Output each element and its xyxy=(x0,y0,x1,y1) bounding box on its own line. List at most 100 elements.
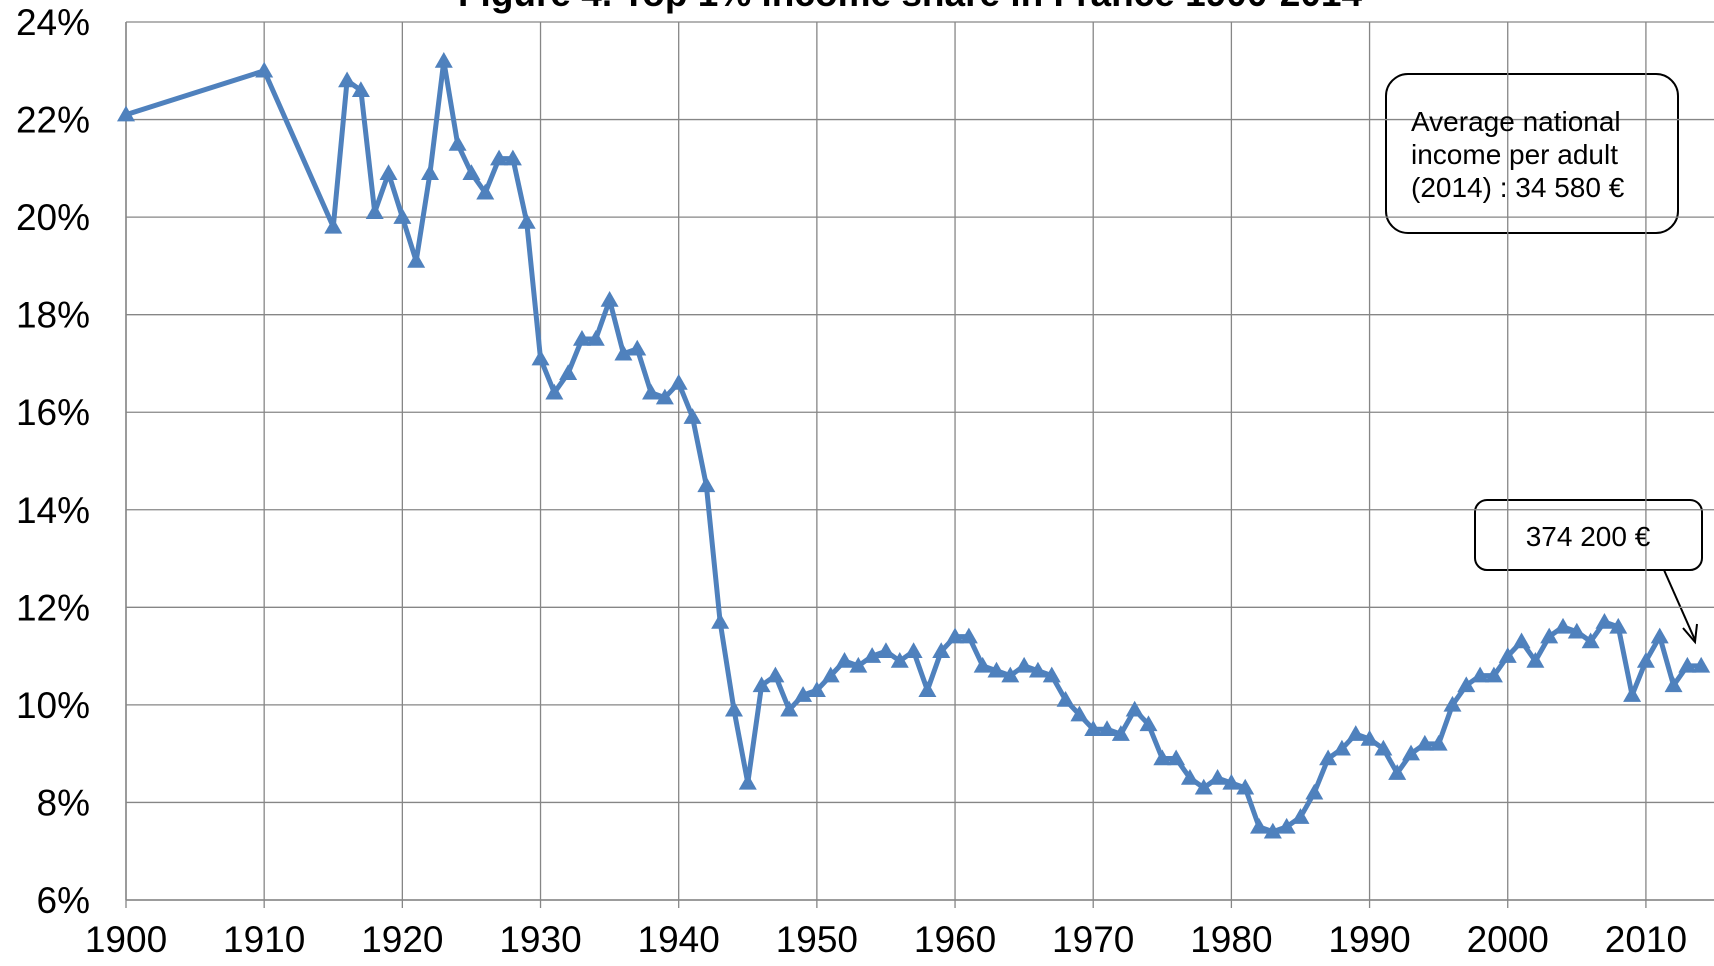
x-tick-label: 2010 xyxy=(1605,919,1687,960)
data-point xyxy=(1015,656,1034,673)
data-point xyxy=(1567,622,1586,639)
data-point xyxy=(1208,769,1227,785)
data-point xyxy=(849,656,868,673)
data-point xyxy=(821,666,840,683)
data-point xyxy=(1457,676,1476,693)
data-point xyxy=(1360,730,1379,746)
y-tick-label: 8% xyxy=(37,782,90,823)
data-point xyxy=(1595,612,1614,629)
data-point xyxy=(1443,695,1462,712)
data-point xyxy=(1084,720,1103,737)
data-point xyxy=(448,134,467,151)
data-point xyxy=(1291,808,1310,824)
data-point xyxy=(517,212,536,229)
data-point xyxy=(973,656,992,673)
data-point xyxy=(600,291,619,307)
data-point xyxy=(1374,739,1393,756)
data-point xyxy=(1001,666,1020,683)
data-point xyxy=(1125,700,1144,717)
data-point xyxy=(863,647,882,663)
data-point xyxy=(1388,764,1407,780)
data-point xyxy=(1139,715,1158,732)
data-point xyxy=(476,183,495,200)
data-point xyxy=(890,651,909,668)
x-tick-label: 1910 xyxy=(223,919,305,960)
data-point xyxy=(738,773,757,790)
data-point xyxy=(711,612,730,629)
data-point xyxy=(932,642,951,658)
data-point xyxy=(1042,666,1061,683)
y-tick-label: 14% xyxy=(16,490,90,531)
data-point xyxy=(794,686,813,702)
data-point xyxy=(1609,617,1628,634)
data-point xyxy=(1429,734,1448,751)
data-point xyxy=(1180,769,1199,785)
data-point xyxy=(1263,822,1282,839)
data-point xyxy=(1415,734,1434,751)
data-point xyxy=(255,61,274,78)
data-point xyxy=(117,105,135,122)
data-point xyxy=(1070,705,1089,722)
data-point xyxy=(1111,725,1130,741)
data-point xyxy=(1484,666,1503,683)
x-tick-label: 1990 xyxy=(1328,919,1410,960)
data-point xyxy=(1554,617,1573,634)
data-point xyxy=(1319,749,1338,766)
data-point xyxy=(780,700,799,717)
data-point xyxy=(1098,720,1117,737)
data-point xyxy=(1346,725,1365,741)
annotation-arrowhead xyxy=(1682,623,1698,645)
data-point xyxy=(1056,691,1075,707)
annotation-box xyxy=(1385,73,1679,234)
x-tick-label: 1980 xyxy=(1190,919,1272,960)
data-point xyxy=(655,388,674,405)
x-tick-label: 2000 xyxy=(1467,919,1549,960)
data-point xyxy=(752,676,771,693)
x-tick-label: 1920 xyxy=(361,919,443,960)
annotation-text: (2014) : 34 580 € xyxy=(1411,172,1625,203)
data-point xyxy=(1512,632,1531,649)
y-tick-label: 16% xyxy=(16,392,90,433)
data-point xyxy=(559,364,578,380)
data-point xyxy=(572,330,591,346)
data-point xyxy=(1636,651,1655,668)
data-point xyxy=(462,164,481,180)
data-point xyxy=(724,700,743,717)
data-point xyxy=(1402,744,1421,761)
data-point xyxy=(393,208,412,224)
x-tick-label: 1950 xyxy=(776,919,858,960)
data-point xyxy=(904,642,923,658)
y-tick-label: 22% xyxy=(16,100,90,141)
data-point xyxy=(1581,632,1600,649)
data-point xyxy=(586,330,605,346)
data-point xyxy=(324,217,343,234)
y-tick-label: 12% xyxy=(16,587,90,628)
data-point xyxy=(1498,647,1517,663)
data-point xyxy=(1664,676,1683,693)
data-point xyxy=(420,164,439,180)
data-point xyxy=(642,383,661,400)
data-point xyxy=(1236,778,1255,795)
data-point xyxy=(490,149,509,166)
data-point xyxy=(1194,778,1213,795)
y-tick-label: 18% xyxy=(16,295,90,336)
data-point xyxy=(946,627,965,644)
data-point xyxy=(1332,739,1351,756)
data-point xyxy=(434,52,453,68)
data-point xyxy=(669,373,688,390)
chart-title: Figure 4. Top 1% income share in France … xyxy=(458,0,1363,14)
y-tick-label: 6% xyxy=(37,880,90,921)
data-point xyxy=(351,81,370,98)
data-point xyxy=(1250,817,1269,834)
annotation-text: income per adult xyxy=(1411,139,1618,170)
data-point xyxy=(1153,749,1172,766)
data-point xyxy=(987,661,1006,678)
data-point xyxy=(807,681,826,698)
data-point xyxy=(683,408,702,424)
data-point xyxy=(365,203,384,219)
x-tick-label: 1930 xyxy=(499,919,581,960)
x-tick-label: 1970 xyxy=(1052,919,1134,960)
data-point xyxy=(1471,666,1490,683)
data-point xyxy=(1526,651,1545,668)
